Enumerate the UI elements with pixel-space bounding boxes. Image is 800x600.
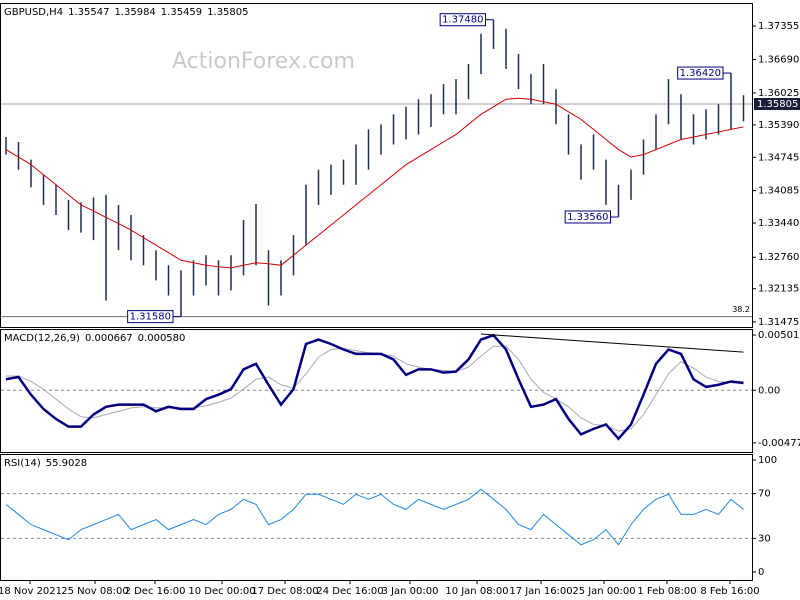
readout-value: 1.35805 [207, 7, 248, 18]
x-tick-label: 1 Feb 08:00 [637, 586, 696, 597]
indicator-line [5, 97, 744, 269]
x-tick-label: 10 Jan 08:00 [445, 586, 508, 597]
price-annotation: 1.36420 [677, 66, 731, 80]
y-tick-label: 1.36025 [758, 88, 799, 99]
y-tick-label: 1.31475 [758, 317, 799, 328]
annotation-label: 1.36420 [680, 68, 721, 79]
readout-value: 0.000580 [138, 333, 186, 344]
readout-value: 0.000667 [85, 333, 133, 344]
x-tick-label: 18 Nov 2021 [0, 586, 62, 597]
indicator-line [5, 333, 744, 441]
current-price-label: 1.35805 [757, 99, 798, 110]
price-annotation: 1.37480 [439, 13, 494, 27]
current-price-box [754, 98, 800, 111]
panel-frame [0, 3, 753, 328]
y-tick-label: 1.34085 [758, 186, 799, 197]
annotation-label: 1.33560 [567, 212, 608, 223]
panel-title: MACD(12,26,9) 0.000667 0.000580 [4, 333, 185, 344]
annotation-box [564, 210, 611, 224]
price-annotation: 1.33560 [564, 210, 619, 224]
y-tick-label: 0 [758, 567, 764, 578]
watermark: ActionForex.com [172, 49, 355, 74]
y-tick-label: 1.32135 [758, 284, 799, 295]
y-tick-label: 30 [758, 533, 771, 544]
y-tick-label: 100 [758, 455, 777, 466]
trend-line [480, 333, 744, 353]
y-tick-label: 1.34745 [758, 152, 799, 163]
x-tick-label: 17 Dec 08:00 [251, 586, 318, 597]
annotation-label: 1.37480 [442, 15, 483, 26]
y-tick-label: 1.36690 [758, 54, 799, 65]
x-tick-label: 8 Feb 16:00 [700, 586, 759, 597]
y-tick-label: 1.37355 [758, 21, 799, 32]
x-tick-label: 10 Dec 00:00 [188, 586, 255, 597]
panel-frame [0, 454, 753, 581]
annotation-label: 1.31580 [130, 312, 171, 323]
x-tick-label: 25 Jan 00:00 [572, 586, 635, 597]
annotation-box [439, 13, 486, 27]
price-annotation: 1.31580 [127, 310, 181, 324]
x-tick-label: 17 Jan 16:00 [509, 586, 572, 597]
y-tick-label: 1.33440 [758, 218, 799, 229]
panel-title: RSI(14) 55.9028 [4, 458, 87, 469]
readout-value: 1.35547 [68, 7, 109, 18]
readout-value: 55.9028 [46, 458, 87, 469]
indicator-name: RSI(14) [4, 458, 41, 469]
x-tick-label: 25 Nov 08:00 [61, 586, 128, 597]
y-tick-label: 0.005015 [758, 330, 800, 341]
indicator-name: GBPUSD,H4 [4, 7, 63, 18]
annotation-box [677, 66, 724, 80]
panel-title: GBPUSD,H4 1.35547 1.35984 1.35459 1.35805 [4, 7, 249, 18]
y-tick-label: 0.00 [758, 385, 780, 396]
y-tick-label: 1.32760 [758, 252, 799, 263]
readout-value: 1.35459 [161, 7, 202, 18]
x-tick-label: 24 Dec 16:00 [316, 586, 383, 597]
y-tick-label: -0.004773 [758, 438, 800, 449]
indicator-name: MACD(12,26,9) [4, 333, 80, 344]
x-tick-label: 2 Dec 16:00 [125, 586, 186, 597]
y-tick-label: 1.35390 [758, 120, 799, 131]
readout-value: 1.35984 [114, 7, 155, 18]
indicator-line [5, 488, 744, 546]
panel-frame [0, 329, 753, 453]
x-tick-label: 3 Jan 00:00 [382, 586, 439, 597]
annotation-box [127, 310, 174, 324]
fib-label: 38.2 [732, 305, 750, 314]
y-tick-label: 70 [758, 489, 771, 500]
